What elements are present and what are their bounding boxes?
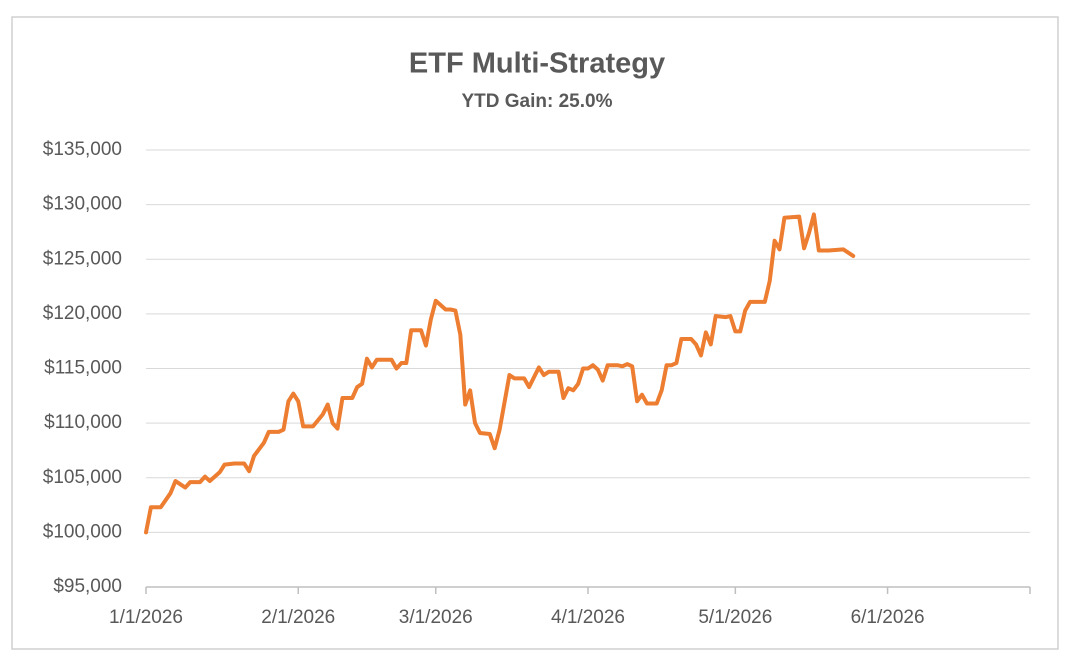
x-tick-label: 6/1/2026 <box>851 607 925 628</box>
x-tick-label: 2/1/2026 <box>261 607 335 628</box>
y-tick-label: $95,000 <box>53 576 122 597</box>
chart-subtitle: YTD Gain: 25.0% <box>462 91 613 112</box>
y-tick-label: $110,000 <box>44 412 122 433</box>
x-tick-label: 1/1/2026 <box>109 607 183 628</box>
y-tick-label: $100,000 <box>43 521 122 542</box>
chart-title: ETF Multi-Strategy <box>409 48 665 80</box>
x-tick-label: 4/1/2026 <box>551 607 625 628</box>
y-tick-label: $130,000 <box>43 194 122 215</box>
series-line <box>144 212 856 535</box>
x-tick-label: 3/1/2026 <box>399 607 473 628</box>
y-tick-label: $120,000 <box>43 303 122 324</box>
y-tick-label: $125,000 <box>43 248 122 269</box>
x-tick-label: 5/1/2026 <box>698 607 772 628</box>
y-tick-label: $135,000 <box>43 139 122 160</box>
y-tick-label: $105,000 <box>43 467 122 488</box>
y-tick-label: $115,000 <box>44 358 122 379</box>
chart-border <box>11 16 1059 650</box>
